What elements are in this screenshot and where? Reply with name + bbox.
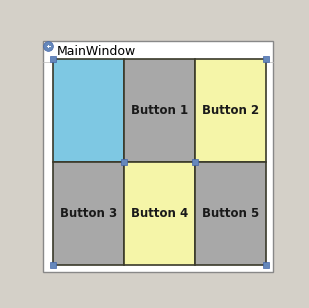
Bar [53, 162, 124, 265]
Bar [124, 59, 195, 162]
Bar [195, 162, 266, 265]
Text: MainWindow: MainWindow [56, 45, 136, 58]
Text: Button 5: Button 5 [202, 207, 259, 220]
Text: Button 3: Button 3 [60, 207, 117, 220]
Text: Button 1: Button 1 [131, 104, 188, 117]
Text: Button 2: Button 2 [202, 104, 259, 117]
Text: Button 4: Button 4 [131, 207, 188, 220]
Bar [195, 59, 266, 162]
Bar [53, 59, 124, 162]
Bar [124, 162, 195, 265]
